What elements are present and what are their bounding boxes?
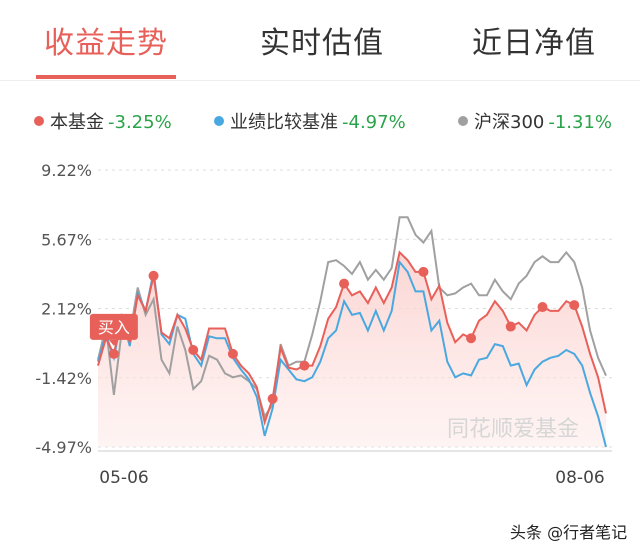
trade-marker bbox=[267, 393, 278, 404]
trade-marker bbox=[148, 270, 159, 281]
buy-callout-label: 买入 bbox=[98, 318, 130, 337]
tab-return-trend[interactable]: 收益走势 bbox=[44, 26, 168, 61]
trade-marker bbox=[227, 348, 238, 359]
return-trend-chart[interactable]: 9.22% 5.67% 2.12% -1.42% -4.97% 同花顺爱基金 买入 05… bbox=[0, 150, 640, 505]
legend-dot-fund bbox=[34, 116, 44, 126]
legend-item-benchmark[interactable]: 业绩比较基准 -4.97% bbox=[214, 108, 406, 134]
y-tick-label: -4.97% bbox=[35, 438, 92, 457]
trade-marker bbox=[339, 278, 350, 289]
y-tick-label: 5.67% bbox=[41, 230, 92, 249]
tab-realtime-estimate[interactable]: 实时估值 bbox=[260, 26, 384, 61]
legend-dot-benchmark bbox=[214, 116, 224, 126]
legend-value-benchmark: -4.97% bbox=[342, 112, 406, 133]
legend-name-fund: 本基金 bbox=[50, 112, 104, 133]
legend-name-csi300: 沪深300 bbox=[474, 112, 545, 133]
trade-marker bbox=[299, 360, 310, 371]
y-tick-label: 9.22% bbox=[41, 161, 92, 180]
x-tick-label: 08-06 bbox=[555, 468, 604, 488]
chart-legend: 本基金 -3.25% 业绩比较基准 -4.97% 沪深300 -1.31% bbox=[0, 108, 640, 136]
trade-marker bbox=[505, 321, 516, 332]
legend-value-fund: -3.25% bbox=[108, 112, 172, 133]
series-line-benchmark bbox=[97, 259, 607, 448]
y-axis-labels: 9.22% 5.67% 2.12% -1.42% -4.97% bbox=[35, 161, 92, 457]
trade-marker bbox=[418, 266, 429, 277]
legend-item-csi300[interactable]: 沪深300 -1.31% bbox=[458, 108, 612, 134]
x-tick-label: 05-06 bbox=[99, 468, 148, 488]
trade-markers bbox=[108, 266, 580, 404]
y-tick-label: -1.42% bbox=[35, 369, 92, 388]
active-tab-indicator bbox=[36, 75, 176, 79]
x-axis-labels: 05-06 08-06 bbox=[99, 468, 604, 488]
tab-divider bbox=[0, 80, 640, 81]
legend-value-csi300: -1.31% bbox=[548, 112, 613, 133]
buy-callout-pointer bbox=[108, 339, 119, 346]
legend-name-benchmark: 业绩比较基准 bbox=[230, 112, 338, 133]
trade-marker bbox=[537, 302, 548, 313]
buy-callout[interactable]: 买入 bbox=[89, 313, 138, 346]
trade-marker bbox=[569, 300, 580, 311]
trade-marker bbox=[466, 333, 477, 344]
series-line-csi300 bbox=[97, 216, 607, 419]
chart-watermark: 同花顺爱基金 bbox=[447, 417, 579, 442]
tab-bar: 收益走势 实时估值 近日净值 bbox=[0, 0, 640, 80]
buy-callout-box bbox=[89, 313, 138, 340]
fund-area-fill bbox=[98, 252, 606, 447]
tab-recent-nav[interactable]: 近日净值 bbox=[472, 26, 596, 61]
footer-watermark: 头条 @行者笔记 bbox=[510, 523, 628, 542]
series-line-fund bbox=[97, 250, 607, 426]
trade-marker bbox=[108, 348, 119, 359]
legend-item-fund[interactable]: 本基金 -3.25% bbox=[34, 108, 172, 134]
trade-marker bbox=[188, 344, 199, 355]
y-tick-label: 2.12% bbox=[41, 300, 92, 319]
legend-dot-csi300 bbox=[458, 116, 468, 126]
